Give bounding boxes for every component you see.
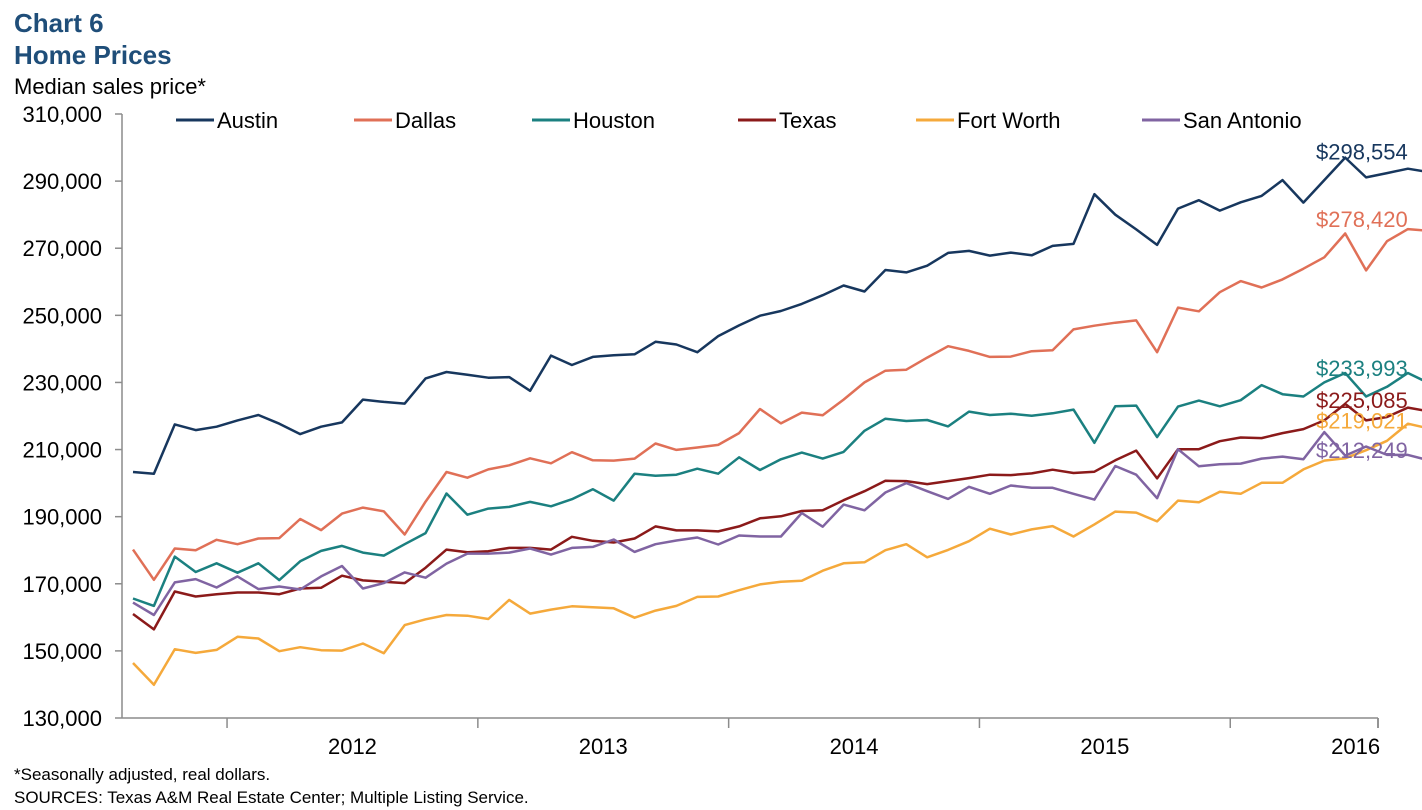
footnote: *Seasonally adjusted, real dollars. [14,765,271,784]
legend-label: Texas [779,108,836,133]
legend-item: Austin [176,108,278,133]
y-tick-label: 150,000 [22,639,102,664]
series-line [132,430,1422,617]
legend-label: Dallas [395,108,456,133]
chart-legend: Austin Dallas Houston Texas Fort Worth San An… [176,108,1302,133]
series-line [132,156,1422,475]
series-end-label: $298,554 [1316,139,1408,164]
chart-number: Chart 6 [14,8,104,38]
series-end-label: $219,021 [1316,408,1408,433]
y-tick-label: 290,000 [22,169,102,194]
x-tick-label: 2015 [1080,734,1129,759]
legend-label: Austin [217,108,278,133]
legend-label: Fort Worth [957,108,1061,133]
y-tick-label: 130,000 [22,706,102,731]
chart-subtitle: Median sales price* [14,74,206,99]
y-tick-label: 270,000 [22,236,102,261]
legend-item: San Antonio [1142,108,1302,133]
chart-title: Home Prices [14,40,172,70]
legend-label: Houston [573,108,655,133]
series-line [131,227,1422,582]
series-end-label: $212,249 [1316,438,1408,463]
x-tick-label: 2013 [579,734,628,759]
y-tick-label: 310,000 [22,102,102,127]
series-line [132,371,1422,608]
chart-axes: 130,000 150,000 170,000 190,000 210,000 230,0… [22,102,1380,759]
series-end-label: $278,420 [1316,207,1408,232]
legend-item: Texas [738,108,836,133]
end-labels: $298,554 $278,420 $233,993 $225,085$219,021… [1316,139,1408,463]
sources-note: SOURCES: Texas A&M Real Estate Center; M… [14,788,529,807]
series-end-label: $233,993 [1316,356,1408,381]
series-end-label: $225,085 [1316,388,1408,413]
legend-item: Dallas [354,108,456,133]
x-tick-label: 2012 [328,734,377,759]
x-tick-label: 2016 [1331,734,1380,759]
chart-series [131,156,1422,687]
series-line [132,402,1422,631]
legend-item: Houston [532,108,655,133]
y-tick-label: 210,000 [22,438,102,463]
y-tick-label: 170,000 [22,572,102,597]
y-tick-label: 190,000 [22,505,102,530]
legend-label: San Antonio [1183,108,1302,133]
y-tick-label: 250,000 [22,303,102,328]
series-line [132,422,1422,687]
legend-item: Fort Worth [916,108,1061,133]
x-tick-label: 2014 [830,734,879,759]
y-tick-label: 230,000 [22,370,102,395]
